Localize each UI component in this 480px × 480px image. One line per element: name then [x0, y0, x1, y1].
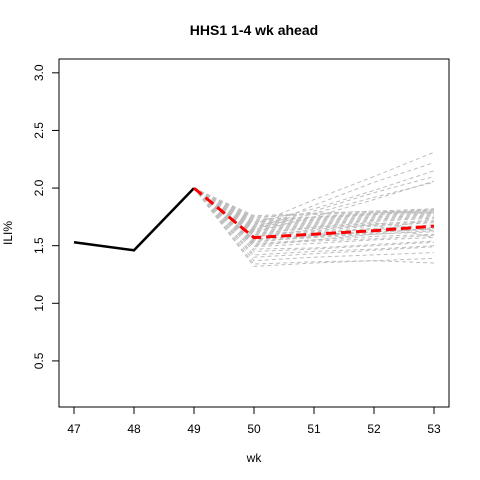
x-tick-label: 50: [247, 422, 261, 436]
ensemble-line: [193, 187, 435, 262]
ensemble-line: [193, 187, 435, 228]
y-tick-label: 3.0: [32, 64, 46, 81]
x-tick-label: 52: [367, 422, 381, 436]
ensemble-line: [193, 187, 435, 250]
ensemble-line: [193, 187, 435, 246]
y-tick-label: 2.0: [32, 179, 46, 196]
ensemble-line: [193, 162, 435, 232]
ensemble-line: [193, 176, 435, 228]
y-tick-label: 1.0: [32, 295, 46, 312]
x-axis: 47 48 49 50 51 52 53: [67, 406, 441, 436]
ensemble-line: [193, 187, 435, 258]
ensemble-line: [193, 187, 435, 235]
ensemble-line: [193, 187, 435, 242]
ensemble-line: [193, 187, 435, 265]
ensemble-line: [193, 187, 435, 223]
x-tick-label: 49: [187, 422, 201, 436]
forecast-line: [193, 186, 435, 240]
ensemble-line: [193, 187, 435, 252]
ensemble-line: [193, 187, 435, 226]
x-tick-label: 51: [307, 422, 321, 436]
y-axis: 0.5 1.0 1.5 2.0 2.5 3.0: [32, 64, 60, 369]
x-tick-label: 48: [127, 422, 141, 436]
ensemble-line: [193, 187, 435, 218]
y-tick-label: 1.5: [32, 237, 46, 254]
observed-line: [73, 187, 195, 252]
ensemble-line: [193, 187, 435, 225]
y-tick-label: 2.5: [32, 122, 46, 139]
ensemble-line: [193, 187, 435, 247]
ensemble-line: [193, 180, 435, 233]
ensemble-line: [193, 187, 435, 231]
ensemble-line: [193, 187, 435, 248]
x-axis-label: wk: [246, 451, 263, 465]
ensemble-line: [193, 187, 435, 256]
ensemble-line: [193, 151, 435, 226]
ensemble-line: [193, 187, 435, 267]
y-tick-label: 0.5: [32, 352, 46, 369]
x-tick-label: 47: [67, 422, 81, 436]
ensemble-line: [193, 187, 435, 243]
ensemble-line: [193, 181, 435, 231]
plot-lines: [73, 151, 435, 267]
ensemble-line: [193, 187, 435, 234]
ensemble-line: [193, 187, 435, 227]
y-axis-label: ILI%: [1, 221, 15, 245]
ensemble-line: [193, 187, 435, 229]
chart-title: HHS1 1-4 wk ahead: [190, 22, 318, 38]
x-tick-label: 53: [427, 422, 441, 436]
